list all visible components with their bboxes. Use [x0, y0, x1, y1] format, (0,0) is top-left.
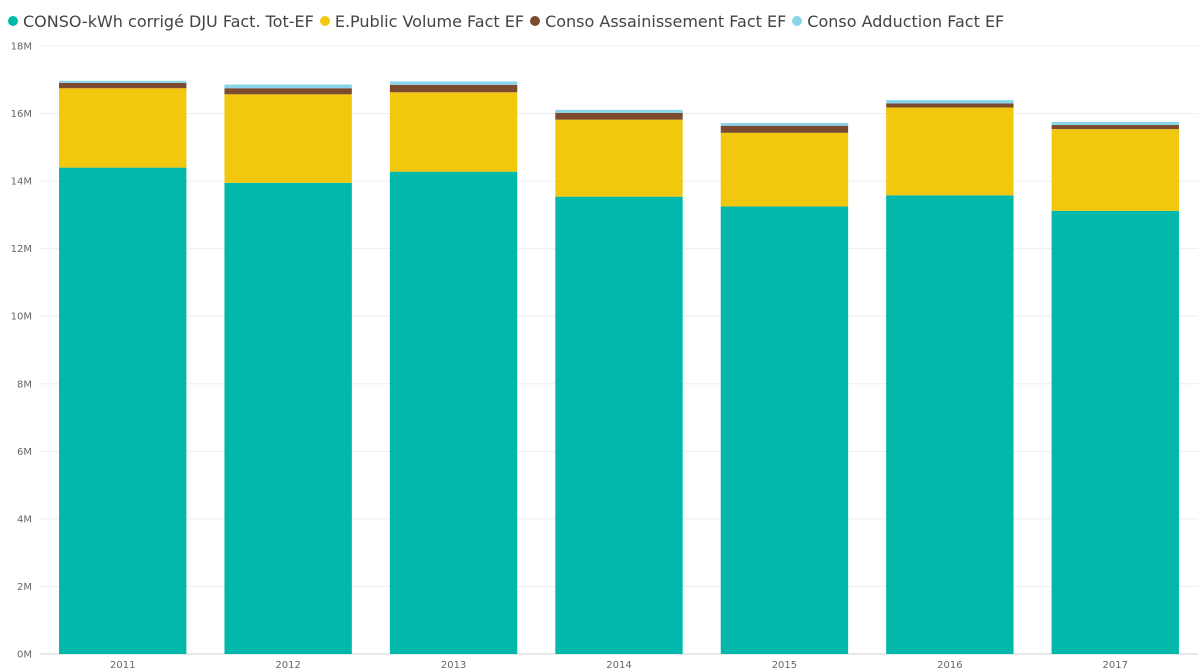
legend-item-conso-kwh[interactable]: CONSO-kWh corrigé DJU Fact. Tot-EF — [8, 12, 314, 31]
bar-segment[interactable] — [555, 109, 683, 113]
bar-segment[interactable] — [389, 84, 518, 93]
y-tick-label: 16M — [11, 109, 32, 120]
bar-segment[interactable] — [224, 94, 352, 183]
bar-segment[interactable] — [389, 81, 518, 85]
bar-segment[interactable] — [555, 196, 683, 654]
bar-segment[interactable] — [720, 125, 849, 133]
x-tick-label: 2011 — [110, 660, 135, 669]
bar-segment[interactable] — [1051, 125, 1179, 130]
bar-segment[interactable] — [224, 84, 352, 89]
x-tick-label: 2014 — [606, 660, 631, 669]
bar-segment[interactable] — [555, 112, 683, 120]
chart-legend: CONSO-kWh corrigé DJU Fact. Tot-EF E.Pub… — [8, 10, 1010, 32]
legend-item-epublic-volume[interactable]: E.Public Volume Fact EF — [319, 11, 525, 31]
y-tick-label: 6M — [17, 447, 32, 458]
bar-segment[interactable] — [886, 103, 1014, 108]
bar-segment[interactable] — [720, 206, 849, 654]
bar-segment[interactable] — [1051, 129, 1179, 211]
y-tick-label: 2M — [17, 582, 32, 593]
legend-item-conso-adduction[interactable]: Conso Adduction Fact EF — [792, 12, 1004, 31]
bar-segment[interactable] — [886, 195, 1014, 654]
bars — [59, 80, 1179, 655]
bar-segment[interactable] — [59, 82, 187, 89]
x-tick-label: 2017 — [1103, 660, 1128, 669]
x-tick-label: 2013 — [441, 660, 466, 669]
x-tick-label: 2016 — [937, 660, 962, 669]
y-tick-label: 14M — [11, 177, 32, 188]
bar-segment[interactable] — [1051, 122, 1179, 126]
y-axis: 0M 2M 4M 6M 8M 10M 12M 14M 16M 18M — [11, 42, 32, 661]
y-tick-label: 0M — [17, 650, 32, 661]
bar-segment[interactable] — [886, 107, 1014, 196]
bar-segment[interactable] — [886, 100, 1014, 104]
y-tick-label: 12M — [11, 244, 32, 255]
legend-label-conso-adduction: Conso Adduction Fact EF — [807, 11, 1005, 31]
legend-marker-conso-adduction — [792, 16, 803, 26]
bar-segment[interactable] — [59, 167, 187, 654]
x-axis: 2011 2012 2013 2014 2015 2016 2017 — [110, 660, 1128, 669]
bar-segment[interactable] — [224, 88, 352, 95]
bar-segment[interactable] — [720, 123, 849, 126]
y-tick-label: 18M — [11, 42, 32, 53]
y-tick-label: 10M — [11, 312, 32, 323]
bar-segment[interactable] — [720, 132, 849, 207]
legend-marker-epublic-volume — [319, 16, 330, 26]
x-tick-label: 2012 — [275, 660, 300, 669]
legend-item-conso-assainissement[interactable]: Conso Assainissement Fact EF — [530, 12, 786, 31]
bar-segment[interactable] — [59, 88, 187, 168]
legend-label-epublic-volume: E.Public Volume Fact EF — [334, 11, 525, 31]
legend-marker-conso-kwh — [8, 16, 18, 26]
bar-segment[interactable] — [224, 182, 352, 655]
legend-label-conso-assainissement: Conso Assainissement Fact EF — [545, 11, 787, 31]
bar-segment[interactable] — [389, 171, 518, 655]
y-tick-label: 8M — [17, 379, 32, 390]
legend-marker-conso-assainissement — [530, 16, 541, 26]
bar-segment[interactable] — [1051, 210, 1179, 654]
y-tick-label: 4M — [17, 514, 32, 525]
bar-segment[interactable] — [555, 119, 683, 197]
bar-segment[interactable] — [59, 80, 187, 83]
x-tick-label: 2015 — [772, 660, 797, 669]
legend-label-conso-kwh: CONSO-kWh corrigé DJU Fact. Tot-EF — [23, 11, 314, 31]
bar-segment[interactable] — [389, 92, 518, 172]
